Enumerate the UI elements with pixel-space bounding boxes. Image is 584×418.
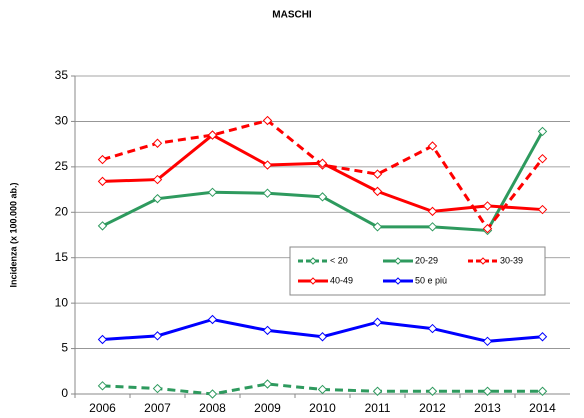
point-marker bbox=[372, 186, 383, 197]
legend-label: 30-39 bbox=[500, 255, 523, 265]
point-marker bbox=[427, 386, 438, 396]
point-marker bbox=[97, 381, 108, 391]
point-marker bbox=[482, 223, 493, 234]
y-axis-label: Incidenza (x 100.000 ab.) bbox=[8, 182, 18, 287]
point-marker bbox=[427, 222, 438, 232]
point-marker bbox=[152, 331, 163, 341]
point-marker bbox=[482, 386, 493, 396]
x-tick-label: 2014 bbox=[529, 401, 556, 415]
point-marker bbox=[262, 115, 273, 126]
point-marker bbox=[152, 383, 163, 394]
point-marker bbox=[262, 379, 273, 389]
point-marker bbox=[427, 141, 438, 151]
point-marker bbox=[537, 204, 548, 215]
x-tick-label: 2013 bbox=[474, 401, 501, 415]
point-marker bbox=[372, 386, 383, 396]
point-marker bbox=[537, 153, 548, 164]
point-marker bbox=[262, 325, 273, 336]
x-tick-label: 2012 bbox=[419, 401, 446, 415]
legend-marker bbox=[309, 277, 317, 285]
point-marker bbox=[97, 221, 108, 231]
y-tick-label: 10 bbox=[55, 295, 69, 309]
point-marker bbox=[537, 386, 548, 396]
y-tick-label: 15 bbox=[55, 250, 69, 264]
point-marker bbox=[207, 389, 218, 399]
y-tick-label: 30 bbox=[55, 114, 69, 128]
point-marker bbox=[152, 193, 163, 204]
chart-title: MASCHI bbox=[272, 10, 312, 21]
point-marker bbox=[372, 169, 383, 179]
point-marker bbox=[537, 126, 548, 137]
legend-marker bbox=[309, 257, 317, 265]
point-marker bbox=[152, 174, 163, 185]
x-tick-label: 2011 bbox=[365, 401, 391, 415]
y-tick-label: 25 bbox=[55, 159, 69, 173]
legend-label: 40-49 bbox=[330, 275, 353, 285]
point-marker bbox=[317, 192, 328, 202]
x-tick-label: 2007 bbox=[144, 401, 171, 415]
point-marker bbox=[317, 158, 328, 168]
point-marker bbox=[97, 154, 108, 165]
point-marker bbox=[427, 206, 438, 217]
point-marker bbox=[262, 160, 273, 170]
series-line bbox=[101, 130, 544, 233]
point-marker bbox=[317, 332, 328, 342]
point-marker bbox=[482, 336, 493, 347]
point-marker bbox=[317, 384, 328, 395]
x-tick-label: 2009 bbox=[254, 401, 281, 415]
legend-marker bbox=[479, 257, 487, 265]
point-marker bbox=[482, 201, 493, 211]
y-tick-label: 0 bbox=[61, 386, 68, 400]
legend-marker bbox=[394, 257, 402, 265]
x-tick-label: 2008 bbox=[199, 401, 226, 415]
legend-label: < 20 bbox=[330, 255, 348, 265]
x-tick-label: 2006 bbox=[89, 401, 116, 415]
point-marker bbox=[372, 222, 383, 232]
legend-label: 50 e più bbox=[415, 275, 447, 285]
x-tick-label: 2010 bbox=[309, 401, 336, 415]
point-marker bbox=[537, 332, 548, 342]
point-marker bbox=[152, 138, 163, 148]
y-tick-label: 20 bbox=[55, 204, 69, 218]
point-marker bbox=[97, 176, 108, 187]
point-marker bbox=[207, 314, 218, 325]
point-marker bbox=[427, 323, 438, 334]
point-marker bbox=[207, 187, 218, 198]
legend-marker bbox=[394, 277, 402, 285]
point-marker bbox=[262, 188, 273, 198]
point-marker bbox=[97, 334, 108, 345]
legend-label: 20-29 bbox=[415, 255, 438, 265]
point-marker bbox=[372, 317, 383, 327]
point-marker bbox=[207, 130, 218, 140]
y-tick-label: 35 bbox=[55, 68, 69, 82]
legend-box bbox=[289, 246, 546, 296]
y-tick-label: 5 bbox=[61, 341, 68, 355]
